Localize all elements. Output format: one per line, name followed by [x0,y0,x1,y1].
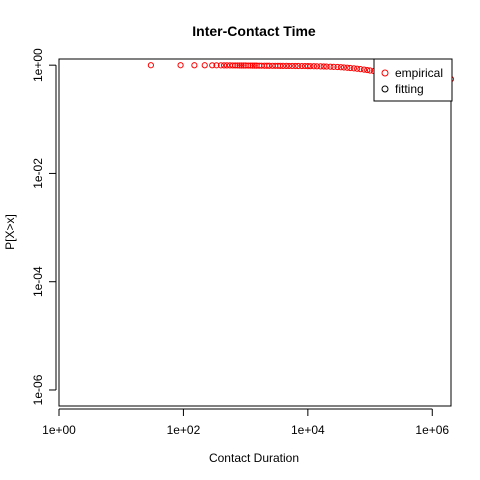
legend-marker-empirical [381,69,389,77]
data-point-empirical [327,63,334,70]
data-point-empirical [357,66,364,73]
legend-box [373,58,453,102]
data-point-empirical [320,63,327,70]
data-point-empirical [232,62,239,69]
data-point-empirical [337,64,345,71]
data-point-empirical [279,62,287,69]
data-point-empirical [240,62,247,69]
data-point-empirical [323,63,330,70]
y-tick-label: 1e+00 [31,48,45,82]
data-point-empirical [147,62,154,69]
data-point-empirical [251,62,258,69]
data-point-empirical [217,62,224,69]
data-point-empirical [236,62,243,69]
data-point-empirical [223,62,231,69]
data-point-empirical [213,62,220,69]
legend-label-fitting: fitting [395,82,424,96]
x-tick-label: 1e+06 [415,423,449,437]
data-point-empirical [313,63,321,70]
data-point-empirical [350,65,358,72]
data-point-empirical [347,64,354,72]
data-point-empirical [317,63,324,70]
data-point-empirical [289,62,296,70]
data-point-empirical [292,62,299,70]
data-point-empirical [191,62,198,69]
x-tick-label: 1e+02 [167,423,201,437]
legend-marker-fitting [381,85,389,93]
data-point-empirical [340,64,348,71]
data-point-empirical [298,62,305,70]
data-point-empirical [177,62,184,69]
legend: empirical fitting [373,58,453,102]
data-point-empirical [209,62,216,69]
chart-title: Inter-Contact Time [192,23,316,39]
data-point-empirical [234,62,241,69]
data-point-empirical [364,66,371,74]
y-tick-label: 1e-02 [31,158,45,189]
data-point-empirical [249,62,256,69]
data-point-empirical [286,62,293,70]
x-tick-label: 1e+04 [291,423,325,437]
data-point-empirical [354,65,361,72]
data-point-empirical [283,62,290,70]
y-tick-label: 1e-04 [31,266,45,297]
y-axis-label: P[X>x] [3,214,17,250]
data-point-empirical [366,67,374,74]
data-point-empirical [238,62,245,69]
y-tick-label: 1e-06 [31,374,45,405]
data-point-empirical [304,63,311,70]
data-point-empirical [344,64,351,71]
data-point-empirical [360,66,368,73]
data-point-empirical [307,63,314,70]
legend-label-empirical: empirical [395,66,443,80]
y-axis: 1e-06 1e-04 1e-02 1e+00 [31,48,57,405]
x-tick-label: 1e+00 [42,423,76,437]
x-axis: 1e+00 1e+02 1e+04 1e+06 [42,408,449,437]
data-point-empirical [334,63,341,71]
x-axis-label: Contact Duration [209,451,299,465]
data-point-empirical [330,63,337,70]
data-point-empirical [277,62,284,69]
plot-area [58,58,452,407]
data-point-empirical [220,62,228,69]
data-point-empirical [245,62,252,69]
data-point-empirical [266,62,273,69]
data-point-empirical [310,63,317,70]
data-point-empirical [247,62,254,69]
data-point-empirical [295,62,302,70]
data-point-empirical [201,62,208,69]
